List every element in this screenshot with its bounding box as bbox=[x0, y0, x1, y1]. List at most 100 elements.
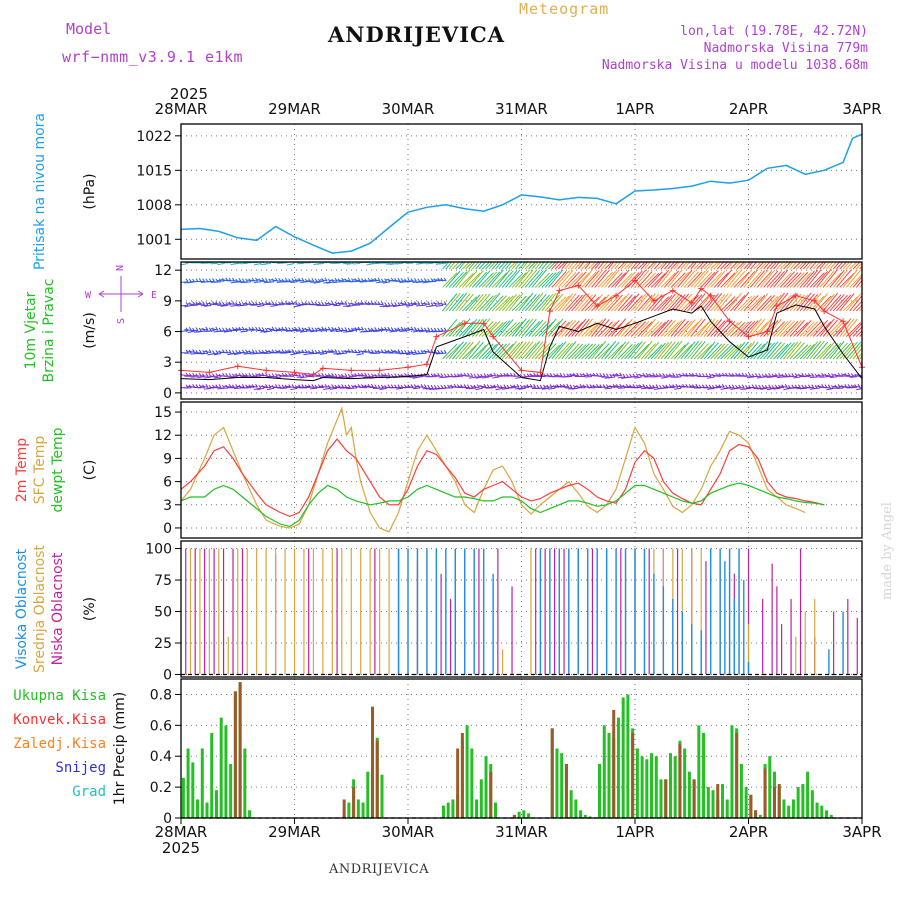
wind-barb-flag bbox=[202, 278, 205, 282]
wind-barb bbox=[773, 262, 781, 270]
y-tick-label: 0 bbox=[163, 667, 172, 683]
wind-barb bbox=[267, 281, 275, 284]
wind-barb bbox=[445, 292, 461, 312]
wind-barb bbox=[726, 292, 743, 312]
wind-barb bbox=[809, 321, 825, 337]
wind-barb-flag bbox=[430, 327, 434, 332]
wind-barb bbox=[630, 321, 646, 337]
wind-barb bbox=[439, 303, 447, 306]
wind-barb-flag bbox=[533, 384, 537, 388]
wind-barb bbox=[458, 273, 474, 288]
gust-marker bbox=[348, 367, 355, 374]
wind-barb bbox=[481, 294, 498, 312]
wind-barb-flag bbox=[245, 278, 249, 283]
wind-barb bbox=[740, 341, 756, 360]
wind-barb bbox=[276, 281, 285, 283]
wind-barb bbox=[333, 304, 341, 307]
wind-barb-flag bbox=[675, 373, 679, 378]
panel-temperature: 0 3 6 9 12 15 2m Temp SFC Temp dewpt Temp (C) bbox=[14, 401, 863, 539]
wind-barb bbox=[634, 376, 642, 379]
wind-barb bbox=[521, 342, 537, 360]
wind-barb bbox=[468, 293, 484, 312]
y-tick-label: 75 bbox=[154, 573, 172, 589]
wind-barb bbox=[524, 270, 541, 288]
y-tick-label: 100 bbox=[145, 542, 172, 558]
wind-barb-flag bbox=[347, 277, 351, 282]
y-tick-label: 1001 bbox=[136, 232, 172, 248]
wind-barb bbox=[617, 344, 633, 360]
wind-barb bbox=[819, 341, 835, 360]
wind-barb-flag bbox=[215, 350, 219, 354]
wind-barb-flag bbox=[645, 373, 649, 377]
wind-barb bbox=[538, 272, 554, 288]
wind-barb-flag bbox=[768, 384, 772, 389]
wind-barb bbox=[816, 262, 824, 270]
wind-barb bbox=[488, 374, 496, 377]
wind-barb bbox=[353, 262, 361, 265]
wind-barb bbox=[710, 270, 726, 288]
wind-barb bbox=[650, 293, 666, 312]
wind-barb bbox=[521, 386, 530, 388]
wind-barb-flag bbox=[198, 327, 202, 332]
wind-barb-flag bbox=[609, 373, 613, 378]
wind-barb bbox=[210, 262, 218, 265]
wind-barb bbox=[227, 302, 235, 305]
wind-barb bbox=[846, 293, 862, 312]
wind-barb-flag bbox=[202, 301, 205, 305]
wind-barb bbox=[422, 302, 430, 305]
wind-barb bbox=[683, 341, 699, 360]
wind-barb bbox=[508, 292, 524, 312]
wind-barb-flag bbox=[364, 327, 368, 332]
axis-title-0: 10m Vjetar bbox=[23, 291, 39, 369]
wind-barb bbox=[630, 269, 647, 288]
wind-barb bbox=[624, 293, 640, 312]
gust-marker bbox=[594, 302, 601, 309]
wind-barb bbox=[528, 319, 544, 337]
wind-barb bbox=[680, 269, 696, 288]
wind-barb bbox=[726, 262, 734, 270]
wind-barb-flag bbox=[202, 349, 205, 354]
wind-barb-flag bbox=[827, 384, 831, 388]
wind-barb bbox=[458, 293, 474, 312]
year-label-bottom: 2025 bbox=[162, 839, 200, 857]
wind-barb bbox=[597, 271, 613, 288]
wind-barb bbox=[799, 270, 815, 288]
wind-barb bbox=[574, 385, 583, 388]
wind-barb bbox=[806, 321, 822, 337]
gust-marker bbox=[688, 299, 695, 306]
wind-barb bbox=[746, 262, 754, 270]
wind-barb bbox=[637, 321, 653, 337]
wind-barb bbox=[594, 319, 610, 337]
wind-barb bbox=[501, 322, 517, 337]
wind-barb bbox=[442, 293, 458, 312]
wind-barb-flag bbox=[205, 372, 209, 377]
wind-barb bbox=[293, 328, 301, 331]
wind-barb bbox=[855, 304, 862, 312]
wind-barb-flag bbox=[258, 385, 262, 389]
wind-barb bbox=[531, 293, 547, 312]
wind-barb bbox=[849, 386, 857, 389]
wind-barb bbox=[555, 374, 563, 377]
wind-barb-flag bbox=[748, 373, 752, 377]
wind-barb bbox=[604, 262, 613, 270]
wind-barb bbox=[382, 374, 391, 377]
wind-barb-flag bbox=[420, 301, 424, 306]
wind-barb bbox=[561, 262, 569, 270]
axis-unit: (m/s) bbox=[82, 312, 98, 349]
wind-barb bbox=[700, 271, 716, 288]
wind-barb bbox=[545, 386, 553, 388]
wind-barb bbox=[561, 385, 569, 388]
wind-barb bbox=[468, 341, 484, 360]
wind-barb bbox=[253, 387, 261, 391]
gust-marker bbox=[461, 320, 468, 327]
legend-3: Snijeg bbox=[55, 760, 106, 776]
gust-marker bbox=[234, 363, 241, 370]
wind-barb bbox=[577, 343, 594, 360]
wind-barb bbox=[816, 374, 824, 377]
wind-barb bbox=[465, 272, 481, 288]
wind-barb bbox=[670, 318, 686, 337]
wind-barb bbox=[561, 293, 577, 312]
wind-barb bbox=[624, 262, 633, 270]
wind-barb bbox=[425, 262, 434, 265]
wind-barb bbox=[429, 304, 437, 307]
